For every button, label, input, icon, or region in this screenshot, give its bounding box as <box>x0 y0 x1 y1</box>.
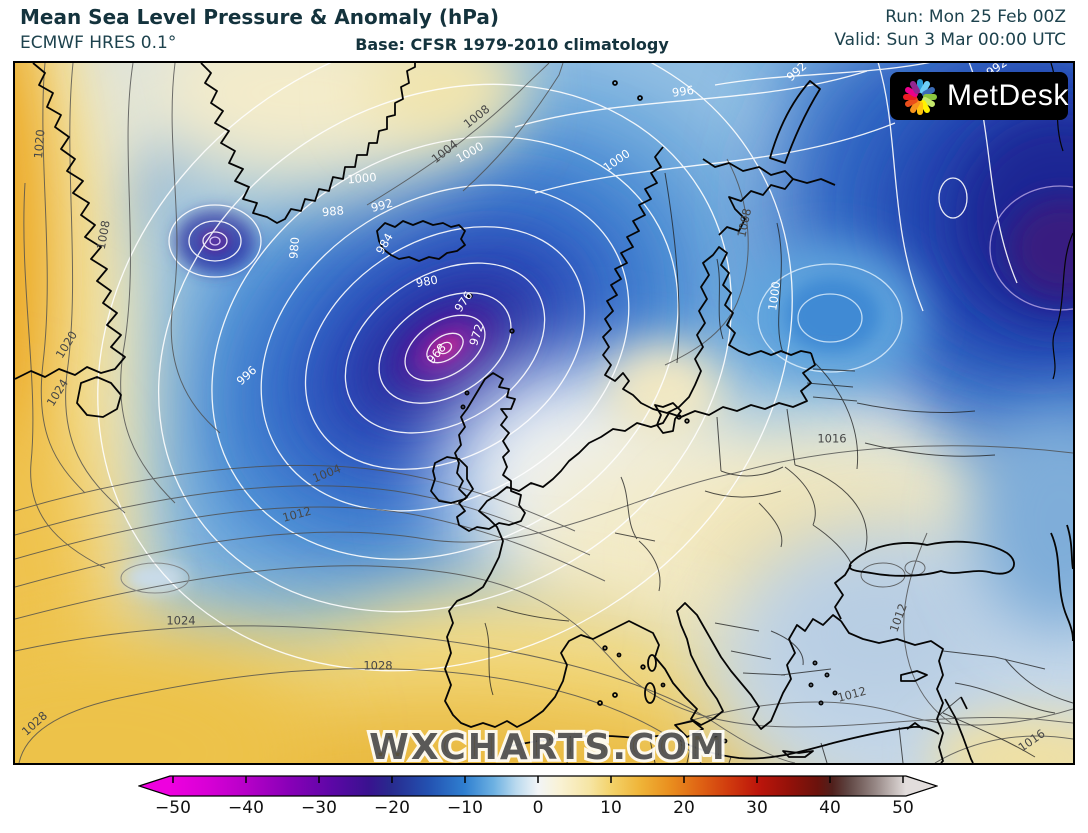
colorbar-tick-label: −30 <box>301 798 337 818</box>
contour-label: 1028 <box>363 658 393 673</box>
anomaly-field-and-contours: WXCHARTS.COM <box>15 63 1073 763</box>
country-borders <box>484 172 1073 763</box>
anomaly-shading <box>15 63 1073 763</box>
colorbar-gradient <box>138 775 938 797</box>
contour-label: 1024 <box>166 613 196 628</box>
isobars-grey <box>15 63 1073 763</box>
contour-label: 1000 <box>346 170 378 187</box>
contour-label: 1020 <box>31 128 48 160</box>
colorbar-tick-label: 20 <box>673 798 695 818</box>
valid-time-label: Valid: Sun 3 Mar 00:00 UTC <box>834 30 1066 50</box>
model-label: ECMWF HRES 0.1° <box>20 33 177 53</box>
contour-label: 996 <box>671 82 695 100</box>
colorbar-tick-label: 10 <box>600 798 622 818</box>
isobars-white <box>97 63 1073 672</box>
metdesk-pinwheel-icon <box>903 79 937 115</box>
contour-label: 980 <box>286 236 303 260</box>
coastlines <box>15 63 1073 763</box>
metdesk-logo: MetDesk <box>890 72 1068 120</box>
page-title: Mean Sea Level Pressure & Anomaly (hPa) <box>20 5 500 29</box>
colorbar-tick-label: 0 <box>532 798 544 818</box>
wxcharts-watermark: WXCHARTS.COM <box>369 727 727 763</box>
colorbar-tick-label: −40 <box>228 798 264 818</box>
climatology-base-label: Base: CFSR 1979-2010 climatology <box>355 35 669 54</box>
colorbar-tick-label: 40 <box>819 798 841 818</box>
colorbar-tick-label: −50 <box>155 798 191 818</box>
pressure-anomaly-map: WXCHARTS.COM 1000 1000 992 988 984 980 980 976 9… <box>13 61 1075 765</box>
contour-label: 988 <box>321 203 345 220</box>
run-time-label: Run: Mon 25 Feb 00Z <box>885 7 1066 27</box>
colorbar-tickmarks <box>172 776 904 783</box>
anomaly-colorbar: −50 −40 −30 −20 −10 0 10 20 30 40 50 <box>138 775 938 825</box>
colorbar-tick-label: −20 <box>374 798 410 818</box>
colorbar-tick-label: 30 <box>746 798 768 818</box>
colorbar-tick-label: −10 <box>447 798 483 818</box>
contour-label: 1016 <box>817 431 847 446</box>
metdesk-logo-text: MetDesk <box>947 79 1069 112</box>
colorbar-tick-label: 50 <box>892 798 914 818</box>
